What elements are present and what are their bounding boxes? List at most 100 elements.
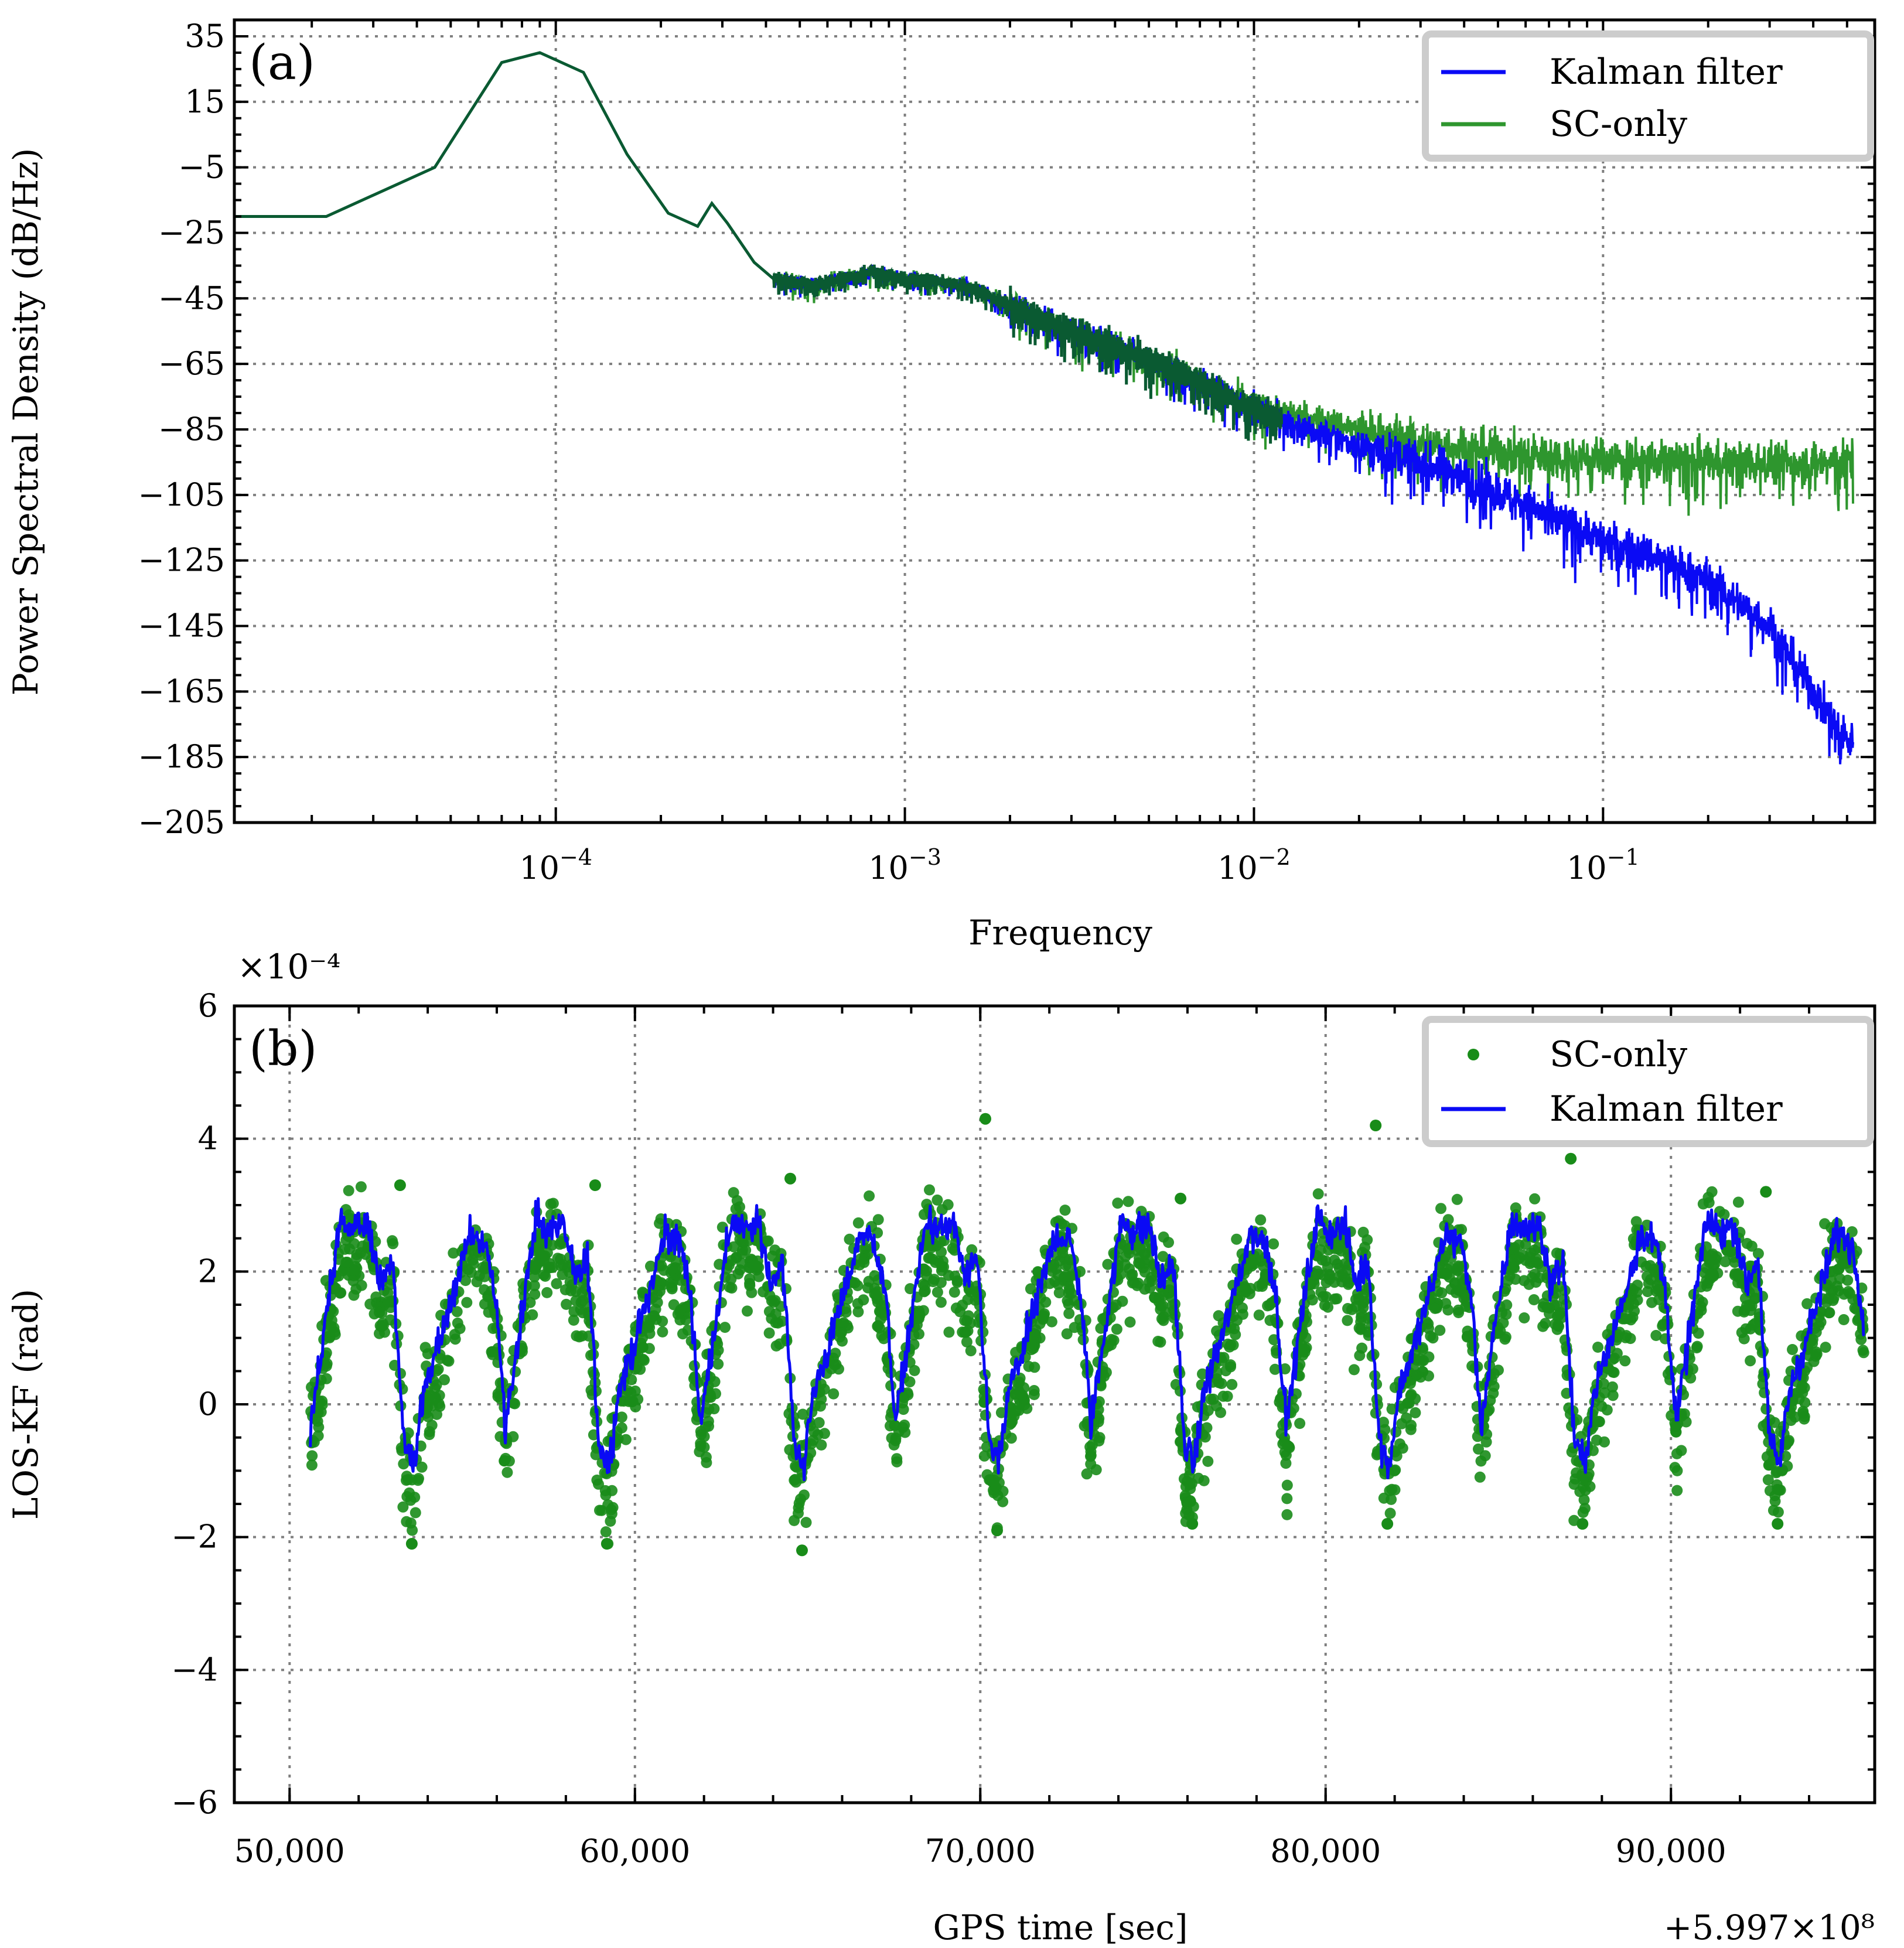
los-scatter-point [593, 1478, 604, 1490]
los-scatter-point [487, 1323, 499, 1334]
los-scatter-point [351, 1248, 363, 1260]
los-scatter-point [1018, 1393, 1030, 1404]
los-scatter-point [1281, 1493, 1293, 1505]
los-scatter-point [1095, 1322, 1107, 1334]
los-scatter-point [1453, 1307, 1465, 1318]
los-scatter-point [1423, 1370, 1434, 1381]
los-scatter-point [1264, 1315, 1276, 1326]
los-scatter-point [1281, 1509, 1293, 1520]
los-scatter-point [1606, 1381, 1618, 1393]
los-scatter-point [1732, 1196, 1744, 1208]
psd-tick-labels: 35 15 −5 −25 −45 −65 −85 −105 −125 −145 −165 −185 −2… [138, 18, 1640, 886]
los-scatter-point [766, 1295, 777, 1306]
los-x-offset-label: +5.997×10⁸ [1664, 1908, 1875, 1947]
los-scatter-point [528, 1280, 540, 1291]
los-scatter-trough [1186, 1518, 1199, 1530]
los-scatter-point [1028, 1343, 1039, 1355]
los-scatter-point [1032, 1266, 1043, 1278]
los-legend-label-kalman: Kalman filter [1550, 1089, 1783, 1130]
los-scatter-point [742, 1305, 753, 1317]
los-scatter-point [376, 1321, 387, 1332]
los-scatter-point [837, 1335, 848, 1347]
psd-line-overlap [234, 51, 1284, 444]
los-scatter-peak [1370, 1120, 1382, 1131]
los-scatter-point [1117, 1295, 1128, 1307]
los-scatter-point [995, 1407, 1007, 1418]
los-scatter-point [460, 1275, 472, 1287]
los-scatter-point [1566, 1446, 1578, 1458]
los-scatter-point [467, 1254, 479, 1266]
los-scatter-point [869, 1270, 881, 1282]
los-scatter-point [1592, 1342, 1603, 1353]
los-scatter-point [753, 1271, 765, 1282]
psd-y-tick-label: −165 [138, 673, 225, 709]
los-scatter-point [1620, 1330, 1632, 1342]
los-scatter-point [1124, 1263, 1135, 1275]
los-scatter-point [1462, 1330, 1473, 1342]
psd-y-tick-label: −45 [158, 279, 225, 316]
los-scatter-point [1134, 1258, 1145, 1270]
los-scatter-point [1773, 1484, 1785, 1496]
psd-y-tick-label: −25 [158, 214, 225, 251]
los-scatter-group [305, 1113, 1869, 1557]
los-scatter-point [461, 1297, 473, 1308]
los-scatter-point [1379, 1424, 1391, 1435]
los-scatter-point [749, 1260, 760, 1271]
los-scatter-point [499, 1455, 510, 1466]
los-scatter-point [1811, 1348, 1823, 1360]
los-scatter-point [410, 1507, 421, 1519]
los-scatter-point [316, 1396, 328, 1407]
los-scatter-point [1085, 1458, 1097, 1470]
los-scatter-point [1769, 1417, 1780, 1428]
los-scatter-point [1063, 1298, 1074, 1310]
psd-legend-label-kalman: Kalman filter [1550, 52, 1783, 93]
los-scatter-point [889, 1420, 900, 1431]
los-scatter-point [1197, 1368, 1208, 1380]
los-scatter-point [1434, 1325, 1446, 1336]
los-scatter-point [1855, 1333, 1867, 1345]
los-scatter-point [606, 1508, 617, 1520]
los-scatter-point [858, 1294, 869, 1306]
los-scatter-point [654, 1285, 666, 1297]
los-panel: 6 4 2 0 −2 −4 −6 50,000 60,000 70,000 80,000 90,000… [6, 947, 1876, 1947]
los-x-tick-label: 60,000 [579, 1833, 690, 1869]
los-scatter-point [1820, 1342, 1831, 1353]
los-scatter-point [864, 1190, 875, 1202]
los-scatter-point [397, 1501, 409, 1513]
los-scatter-point [1801, 1298, 1813, 1309]
los-legend-swatch-sc-only [1468, 1049, 1479, 1060]
los-scatter-point [725, 1273, 737, 1285]
los-scatter-point [1252, 1248, 1264, 1260]
los-scatter-point [1059, 1253, 1070, 1264]
los-scatter-point [374, 1306, 385, 1318]
los-scatter-point [1226, 1379, 1238, 1390]
los-y-tick-label: −6 [171, 1784, 218, 1821]
los-scatter-point [736, 1247, 748, 1259]
los-scatter-point [1269, 1363, 1281, 1375]
los-scatter-point [1719, 1256, 1731, 1267]
los-scatter-point [638, 1355, 650, 1366]
los-scatter-point [1046, 1316, 1057, 1328]
los-scatter-point [575, 1297, 587, 1308]
los-y-tick-label: −2 [171, 1519, 218, 1555]
los-scatter-point [672, 1308, 684, 1320]
los-scatter-point [545, 1209, 557, 1220]
los-scatter-point [1642, 1286, 1653, 1298]
los-scatter-point [1482, 1405, 1493, 1417]
los-scatter-point [1691, 1342, 1702, 1354]
los-scatter-point [1205, 1393, 1216, 1405]
los-scatter-point [571, 1330, 582, 1342]
los-scatter-trough [405, 1538, 418, 1550]
los-scatter-point [1253, 1309, 1265, 1321]
los-scatter-point [813, 1417, 825, 1428]
los-scatter-point [1061, 1328, 1073, 1340]
los-scatter-point [978, 1450, 990, 1462]
los-scatter-point [1787, 1344, 1798, 1355]
los-scatter-point [935, 1236, 947, 1248]
los-scatter-point [494, 1431, 506, 1442]
los-scatter-point [1520, 1239, 1531, 1250]
los-scatter-point [1456, 1224, 1468, 1236]
los-scatter-point [370, 1291, 382, 1303]
los-scatter-point [763, 1327, 775, 1339]
los-scatter-point [1530, 1277, 1542, 1288]
